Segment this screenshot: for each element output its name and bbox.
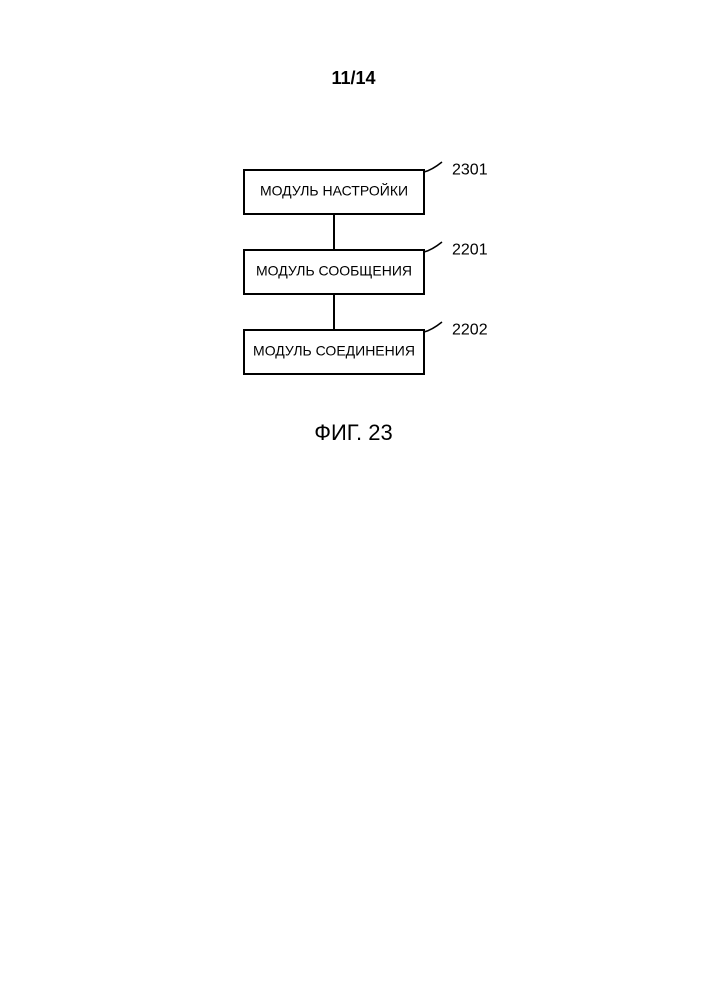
figure-23: МОДУЛЬ НАСТРОЙКИ 2301 МОДУЛЬ СООБЩЕНИЯ 2201… (0, 150, 707, 410)
ref-label-n2: 2201 (452, 241, 488, 258)
block-label-n3: МОДУЛЬ СОЕДИНЕНИЯ (253, 343, 415, 359)
block-label-n2: МОДУЛЬ СООБЩЕНИЯ (255, 263, 411, 279)
leader-line-n3 (424, 322, 442, 332)
ref-label-n1: 2301 (452, 161, 488, 178)
ref-label-n3: 2202 (452, 321, 488, 338)
leader-line-n2 (424, 242, 442, 252)
figure-caption: ФИГ. 23 (0, 420, 707, 446)
page-number: 11/14 (0, 68, 707, 89)
block-diagram: МОДУЛЬ НАСТРОЙКИ 2301 МОДУЛЬ СООБЩЕНИЯ 2201… (184, 150, 524, 410)
leader-line-n1 (424, 162, 442, 172)
block-label-n1: МОДУЛЬ НАСТРОЙКИ (259, 182, 407, 199)
